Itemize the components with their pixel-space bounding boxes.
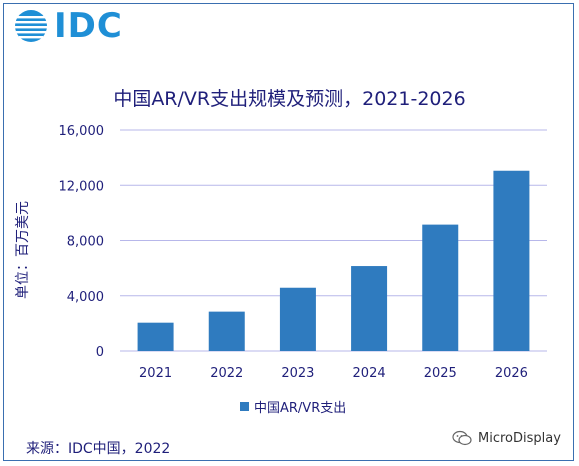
bar bbox=[493, 170, 530, 351]
chart-title: 中国AR/VR支出规模及预测，2021-2026 bbox=[113, 88, 466, 110]
watermark-text: MicroDisplay bbox=[478, 430, 561, 446]
x-tick-label: 2026 bbox=[495, 366, 528, 381]
bar bbox=[208, 311, 245, 351]
x-tick-label: 2021 bbox=[139, 366, 172, 381]
x-tick-label: 2022 bbox=[210, 366, 243, 381]
y-tick-label: 12,000 bbox=[59, 179, 105, 194]
bar bbox=[137, 322, 174, 351]
source-note: 来源：IDC中国，2022 bbox=[26, 441, 171, 457]
bar bbox=[351, 266, 388, 351]
y-tick-label: 16,000 bbox=[59, 124, 105, 139]
globe-icon bbox=[15, 10, 47, 42]
watermark: MicroDisplay bbox=[452, 430, 561, 446]
bar bbox=[422, 224, 459, 351]
y-tick-label: 0 bbox=[96, 345, 104, 360]
chart-frame bbox=[3, 3, 574, 461]
legend-swatch bbox=[240, 402, 249, 411]
y-tick-label: 4,000 bbox=[67, 290, 104, 305]
x-tick-label: 2023 bbox=[281, 366, 314, 381]
x-tick-label: 2025 bbox=[424, 366, 457, 381]
logo-text: IDC bbox=[54, 6, 123, 46]
wechat-icon bbox=[452, 430, 472, 446]
legend: 中国AR/VR支出 bbox=[240, 397, 346, 416]
y-tick-label: 8,000 bbox=[67, 235, 104, 250]
legend-label: 中国AR/VR支出 bbox=[254, 401, 347, 416]
bar bbox=[279, 287, 316, 351]
x-tick-label: 2024 bbox=[353, 366, 386, 381]
idc-logo: IDC bbox=[14, 9, 123, 43]
